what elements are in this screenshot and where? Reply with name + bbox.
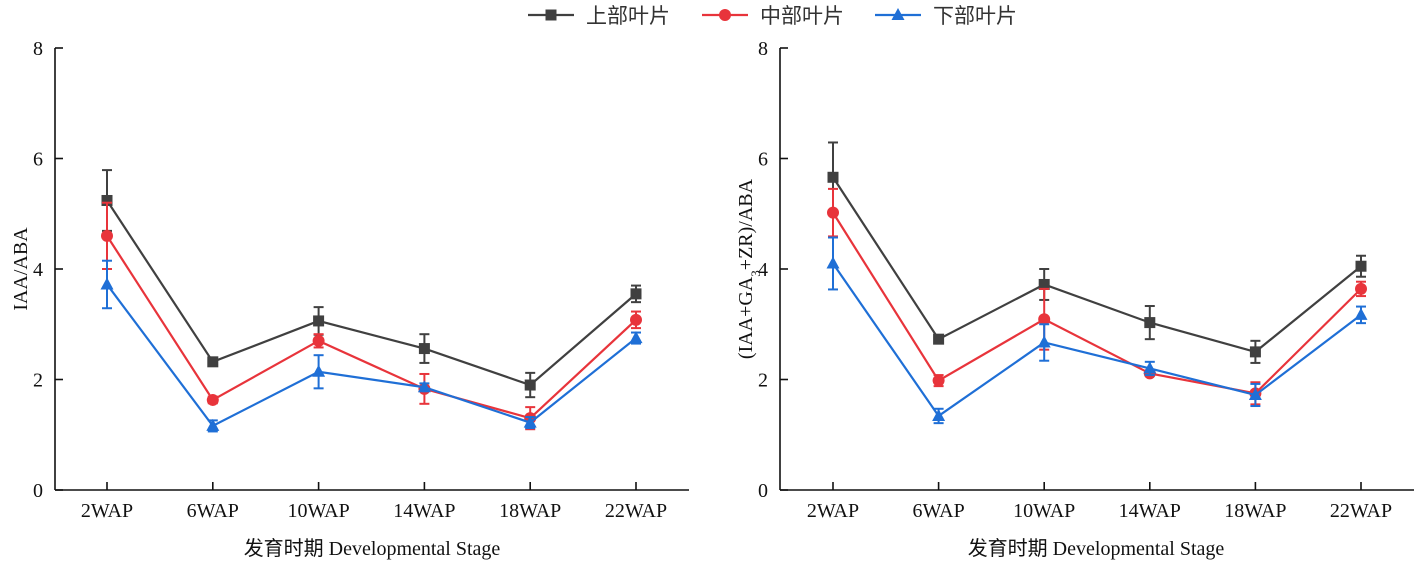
data-point-square — [827, 171, 839, 183]
data-point-triangle — [826, 256, 840, 269]
x-tick-label: 6WAP — [187, 500, 239, 522]
y-tick-label: 4 — [758, 259, 768, 281]
y-tick-label: 0 — [758, 480, 768, 502]
data-point-triangle — [523, 415, 537, 428]
y-tick-label: 6 — [758, 149, 768, 171]
data-point-circle — [1038, 313, 1051, 326]
series-1 — [827, 141, 1367, 364]
series-3 — [826, 236, 1368, 425]
data-point-circle — [932, 374, 945, 387]
x-axis-title: 发育时期 Developmental Stage — [968, 537, 1225, 560]
x-tick-label: 22WAP — [605, 500, 667, 522]
legend-item-1: 上部叶片 — [528, 4, 670, 28]
legend-label: 中部叶片 — [760, 4, 844, 28]
data-point-triangle — [629, 331, 643, 344]
y-tick-label: 8 — [758, 38, 768, 60]
data-point-circle — [1355, 282, 1367, 295]
data-point-triangle — [100, 277, 114, 290]
data-point-circle — [719, 9, 731, 21]
y-tick-label: 4 — [33, 259, 43, 281]
data-point-triangle — [1354, 307, 1368, 320]
series-line — [832, 176, 1362, 354]
legend-item-2: 中部叶片 — [702, 4, 844, 28]
y-tick-label: 6 — [33, 149, 43, 171]
data-point-square — [524, 379, 536, 391]
x-tick-label: 2WAP — [807, 500, 859, 522]
x-tick-label: 18WAP — [499, 500, 561, 522]
y-tick-label: 8 — [33, 38, 43, 60]
data-point-square — [545, 9, 557, 21]
chart-iaa-aba: IAA/ABA 发育时期 Developmental Stage 0 2 4 6 8 2W… — [10, 38, 689, 560]
y-axis-title: IAA/ABA — [10, 227, 32, 311]
x-tick-label: 2WAP — [81, 500, 133, 522]
series-line — [832, 262, 1362, 418]
data-point-triangle — [312, 364, 326, 377]
data-point-circle — [827, 206, 839, 219]
data-point-circle — [101, 229, 113, 242]
series-line — [106, 235, 637, 420]
legend: 上部叶片 中部叶片 下部叶片 — [528, 4, 1017, 28]
data-point-triangle — [1248, 387, 1262, 400]
x-tick-label: 22WAP — [1330, 500, 1392, 522]
data-point-triangle — [1143, 361, 1157, 374]
x-tick-label: 18WAP — [1224, 500, 1286, 522]
x-tick-label: 14WAP — [1119, 500, 1181, 522]
y-tick-label: 2 — [758, 370, 768, 392]
data-point-square — [933, 333, 945, 345]
data-point-square — [1038, 278, 1050, 290]
legend-item-3: 下部叶片 — [875, 4, 1017, 28]
data-point-circle — [206, 393, 219, 406]
series-line — [106, 199, 637, 387]
data-point-square — [313, 315, 325, 327]
y-tick-label: 0 — [33, 480, 43, 502]
series-line — [832, 212, 1362, 395]
series-1 — [101, 169, 642, 399]
series-3 — [100, 259, 643, 433]
data-point-triangle — [206, 418, 220, 431]
legend-label: 下部叶片 — [933, 4, 1017, 28]
x-axis-title: 发育时期 Developmental Stage — [244, 537, 501, 560]
data-point-triangle — [417, 380, 431, 393]
x-tick-label: 6WAP — [912, 500, 964, 522]
data-point-square — [630, 288, 642, 300]
x-tick-label: 10WAP — [1013, 500, 1075, 522]
data-point-square — [207, 356, 219, 368]
data-point-triangle — [891, 8, 905, 20]
data-point-square — [418, 343, 430, 355]
x-tick-label: 14WAP — [393, 500, 455, 522]
chart-iaa-ga3-zr-aba: (IAA+GA3+ZR)/ABA 发育时期 Developmental Stag… — [735, 38, 1414, 560]
y-tick-label: 2 — [33, 370, 43, 392]
series-line — [106, 283, 637, 428]
data-point-triangle — [932, 408, 946, 421]
legend-label: 上部叶片 — [586, 4, 670, 28]
data-point-square — [1355, 260, 1367, 272]
data-point-square — [1249, 346, 1261, 358]
data-point-square — [1144, 317, 1156, 329]
data-point-square — [101, 194, 113, 206]
data-point-circle — [630, 313, 642, 326]
x-tick-label: 10WAP — [287, 500, 349, 522]
data-point-circle — [312, 334, 325, 347]
data-point-triangle — [1037, 335, 1051, 348]
